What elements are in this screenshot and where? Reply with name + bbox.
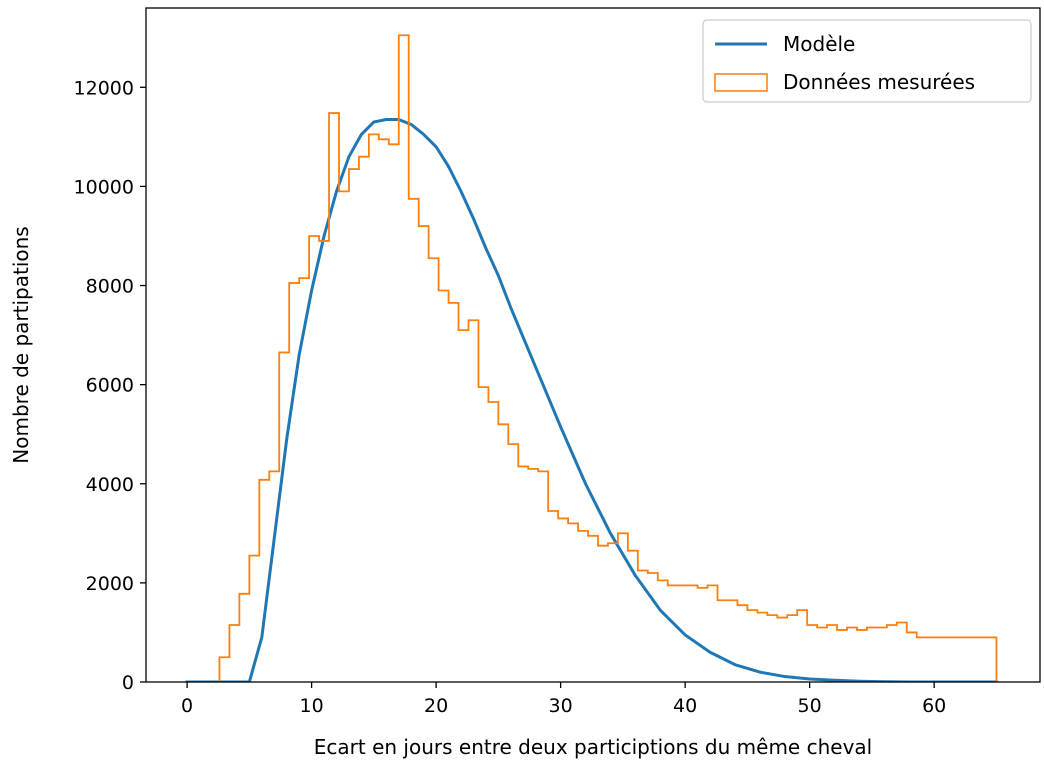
x-tick-label: 20 [424,695,448,717]
y-tick-label: 4000 [86,474,134,496]
y-axis-label: Nombre de partipations [9,226,33,463]
x-axis-label: Ecart en jours entre deux participtions … [314,735,872,759]
y-tick-label: 10000 [74,176,134,198]
y-tick-label: 6000 [86,375,134,397]
series-line-modele [185,118,998,682]
x-tick-label: 30 [549,695,573,717]
legend-box [702,19,1032,103]
x-tick-label: 50 [798,695,822,717]
x-tick-label: 40 [673,695,697,717]
axes-frame [145,7,1041,683]
plot-area [185,34,998,682]
legend-label: Données mesurées [783,70,975,94]
y-tick-label: 0 [122,672,134,694]
axes-layer: 0 10 20 30 40 50 60 0 2000 4000 6000 8000 10000 12000… [9,7,1041,759]
plot-layer [185,34,998,682]
legend: Modèle Données mesurées [702,19,1032,103]
x-tick-label: 0 [181,695,193,717]
y-tick-label: 12000 [74,77,134,99]
legend-patch-swatch [714,73,768,92]
legend-label: Modèle [783,32,855,56]
y-tick-label: 2000 [86,573,134,595]
y-tick-label: 8000 [86,276,134,298]
x-tick-label: 60 [922,695,946,717]
series-histogram-donnees-mesurees [218,34,998,682]
x-tick-label: 10 [300,695,324,717]
